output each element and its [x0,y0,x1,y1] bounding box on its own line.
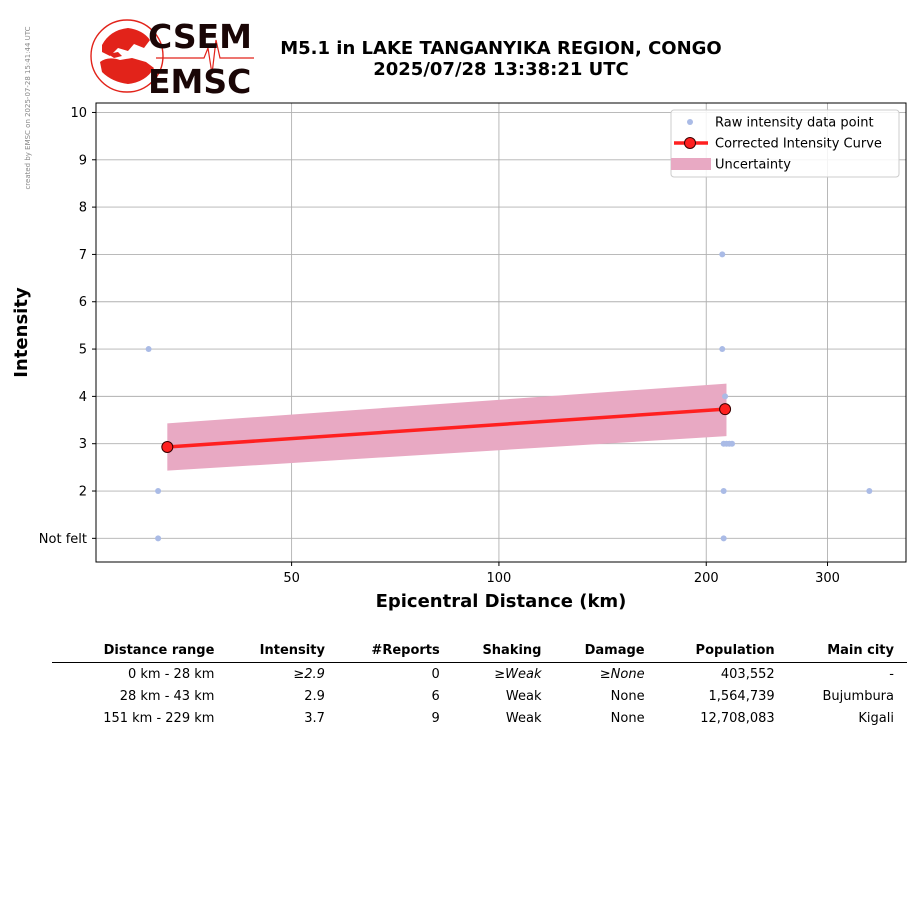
logo-bottom-text: EMSC [148,62,251,98]
table-row: 151 km - 229 km 3.7 9 Weak None 12,708,0… [52,707,907,729]
y-tick-label: 6 [79,295,87,310]
col-damage: Damage [554,640,658,663]
raw-data-point [729,440,736,447]
corrected-intensity-marker [161,441,174,454]
raw-data-point [720,488,727,495]
col-intensity: Intensity [227,640,338,663]
cell-shaking: ≥Weak [494,667,542,682]
cell-intensity: 3.7 [304,711,325,726]
x-axis-label: Epicentral Distance (km) [376,591,627,612]
y-tick-label: 10 [70,106,87,121]
col-distance-range: Distance range [52,640,228,663]
col-main-city: Main city [787,640,907,663]
table-row: 28 km - 43 km 2.9 6 Weak None 1,564,739 … [52,685,907,707]
cell-distance-range: 28 km - 43 km [119,689,215,704]
cell-main-city: - [889,667,894,682]
legend-box [670,109,900,178]
cell-population: 403,552 [720,667,775,682]
intensity-chart: 50 100 200 300 Not felt 2 3 4 5 6 7 8 9 10 Epicentral … [11,102,907,612]
chart-legend: Raw intensity data point Corrected Intens… [670,109,900,178]
x-tick-label: 200 [694,571,719,586]
cell-shaking: Weak [505,711,542,726]
col-shaking: Shaking [452,640,555,663]
raw-data-point [155,535,162,542]
cell-distance-range: 151 km - 229 km [103,711,215,726]
corrected-intensity-line [167,407,726,449]
cell-reports: 9 [431,711,440,726]
legend-entry-label: Raw intensity data point [715,116,874,131]
raw-data-point [720,535,727,542]
table-header-row: Distance range Intensity #Reports Shakin… [52,640,907,663]
raw-data-point [719,251,726,258]
col-reports: #Reports [337,640,453,663]
cell-population: 12,708,083 [700,711,775,726]
y-tick-label: 5 [79,343,87,358]
emsc-logo: CSEM EMSC [88,17,254,101]
y-tick-label: 4 [79,390,87,405]
col-population: Population [657,640,788,663]
y-axis-label: Intensity [11,287,32,378]
y-tick-label: 7 [79,248,87,263]
cell-distance-range: 0 km - 28 km [128,667,215,682]
y-tick-label: 9 [79,153,87,168]
x-tick-label: 300 [815,571,840,586]
logo-top-text: CSEM [148,18,252,56]
summary-table: Distance range Intensity #Reports Shakin… [52,640,907,729]
legend-raw-marker [687,119,693,125]
y-tick-label: 2 [79,485,87,500]
chart-title: M5.1 in LAKE TANGANYIKA REGION, CONGO 20… [256,38,746,80]
summary-table-container: Distance range Intensity #Reports Shakin… [52,640,907,729]
raw-data-point [722,393,729,400]
cell-population: 1,564,739 [708,689,775,704]
legend-entry-label: Corrected Intensity Curve [715,137,882,152]
cell-intensity: ≥2.9 [293,667,325,682]
corrected-intensity-marker [719,403,732,416]
y-tick-label: Not felt [39,532,87,547]
y-tick-label: 8 [79,201,87,216]
cell-main-city: Kigali [858,711,894,726]
legend-entry-label: Uncertainty [715,158,791,173]
cell-reports: 6 [431,689,440,704]
title-line-1: M5.1 in LAKE TANGANYIKA REGION, CONGO [280,38,722,59]
cell-shaking: Weak [505,689,542,704]
cell-damage: None [610,711,645,726]
cell-damage: ≥None [599,667,645,682]
raw-data-point [866,488,873,495]
table-row: 0 km - 28 km ≥2.9 0 ≥Weak ≥None 403,552 … [52,663,907,686]
x-tick-label: 50 [283,571,300,586]
plot-frame [95,102,907,563]
y-tick-label: 3 [79,437,87,452]
cell-damage: None [610,689,645,704]
raw-data-point [719,346,726,353]
cell-main-city: Bujumbura [822,689,894,704]
raw-data-point [155,488,162,495]
legend-band-swatch [671,158,711,170]
title-line-2: 2025/07/28 13:38:21 UTC [373,59,629,80]
raw-data-point [145,346,152,353]
x-tick-label: 100 [487,571,512,586]
cell-intensity: 2.9 [304,689,325,704]
cell-reports: 0 [431,667,440,682]
legend-curve-marker [684,137,696,149]
